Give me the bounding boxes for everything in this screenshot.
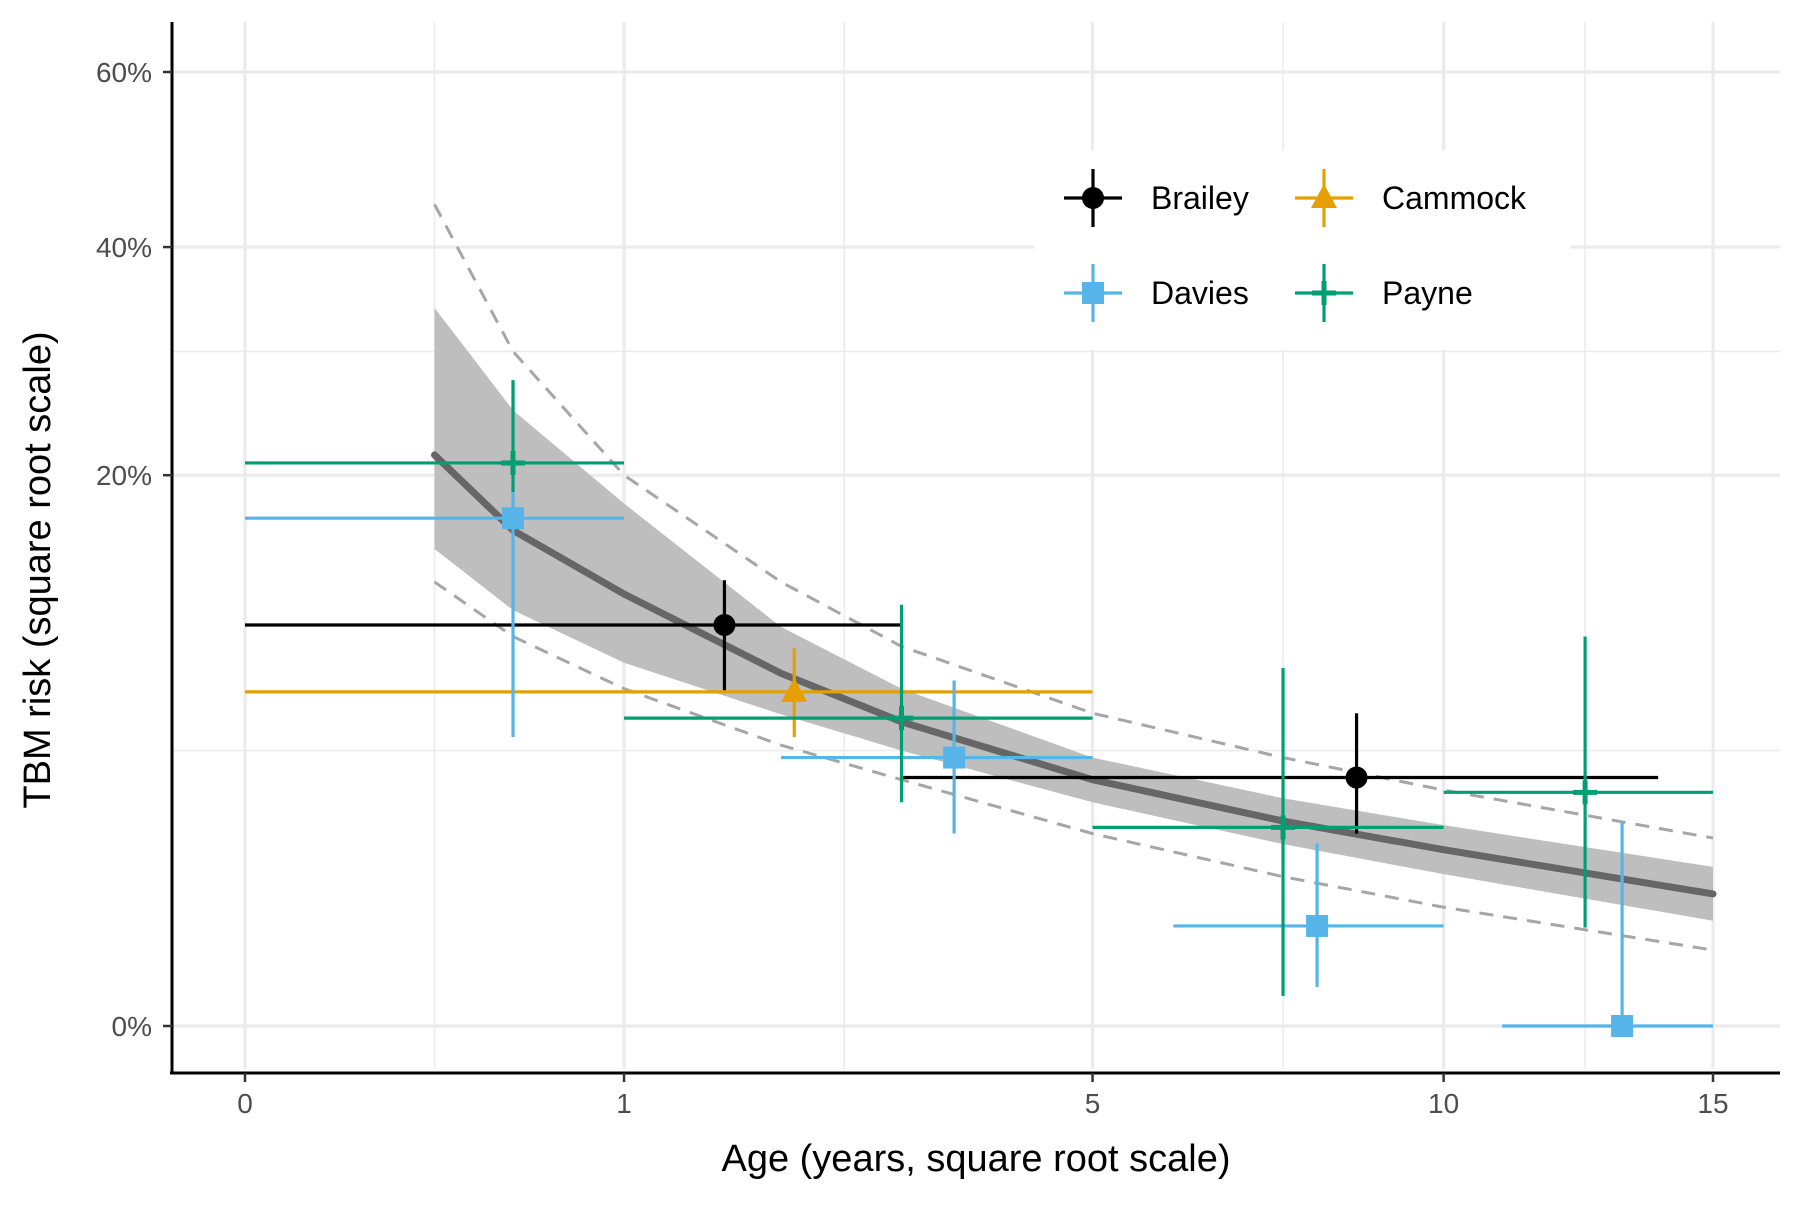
davies-point [1611, 1015, 1634, 1037]
brailey-legend-marker [1082, 187, 1104, 209]
payne-legend-marker [1312, 281, 1336, 305]
cammock-point [781, 677, 808, 702]
payne-point [501, 450, 526, 475]
legend-label-brailey: Brailey [1151, 180, 1249, 216]
legend-background [1034, 150, 1570, 350]
x-tick-label: 15 [1697, 1088, 1728, 1119]
axis-layer: 0 1 5 10 150%20%40%60% [96, 22, 1780, 1119]
brailey-point [713, 614, 736, 637]
y-tick-label: 0% [112, 1011, 152, 1042]
davies-legend-marker [1082, 282, 1104, 304]
legend-label-davies: Davies [1151, 275, 1249, 311]
brailey-point [1345, 766, 1368, 789]
payne-point [1271, 815, 1296, 840]
legend-label-cammock: Cammock [1382, 180, 1527, 216]
cammock-legend-marker [1311, 184, 1337, 208]
davies-point [1306, 914, 1329, 937]
legend: Brailey Cammock Davies Payne [1034, 150, 1570, 350]
payne-point [1573, 780, 1598, 805]
x-tick-label: 5 [1085, 1088, 1101, 1119]
y-tick-label: 40% [96, 232, 152, 263]
davies-point [943, 746, 966, 769]
x-axis-title: Age (years, square root scale) [721, 1138, 1230, 1180]
y-axis-title: TBM risk (square root scale) [17, 331, 59, 808]
payne-point [889, 706, 914, 731]
x-tick-label: 1 [616, 1088, 632, 1119]
x-tick-label: 0 [237, 1088, 253, 1119]
x-tick-label: 10 [1428, 1088, 1459, 1119]
y-tick-label: 20% [96, 460, 152, 491]
davies-point [502, 507, 525, 530]
y-tick-label: 60% [96, 57, 152, 88]
legend-label-payne: Payne [1382, 275, 1473, 311]
point-layer [501, 450, 1634, 1037]
